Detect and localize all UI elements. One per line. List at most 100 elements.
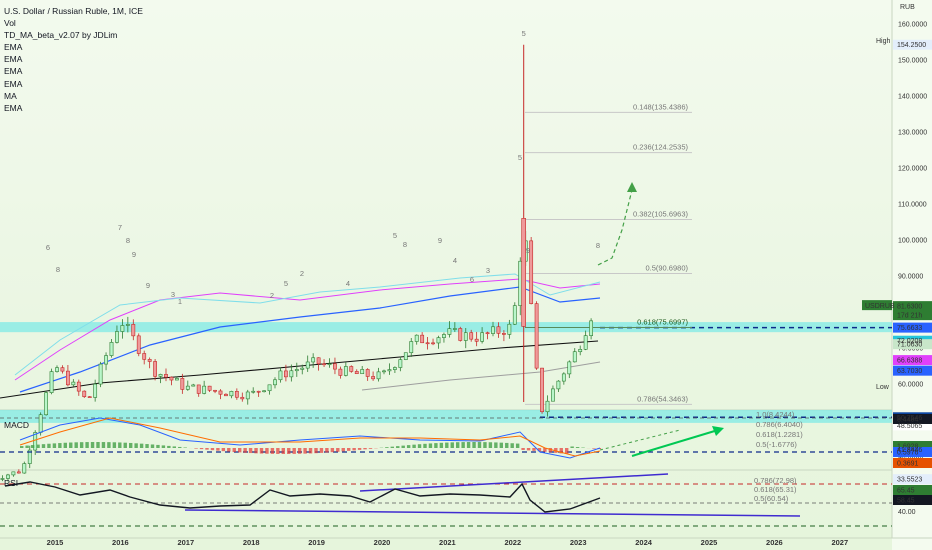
macd-bar (363, 448, 367, 450)
macd-bar (69, 442, 73, 448)
macd-bar (25, 445, 29, 448)
time-tick: 2023 (570, 538, 587, 547)
macd-bar (385, 447, 389, 448)
currency-label: RUB (900, 4, 915, 11)
macd-label[interactable]: MACD (4, 420, 30, 430)
indicator-ma[interactable]: MA (4, 90, 17, 101)
macd-bar (526, 448, 531, 451)
rsi-fib-label: 0.618(65.31) (754, 485, 797, 494)
indicator-ema-1[interactable]: EMA (4, 42, 23, 53)
candle-body (229, 391, 234, 397)
candle-body (409, 341, 414, 354)
symbol-title[interactable]: U.S. Dollar / Russian Ruble, 1M, ICE (4, 6, 143, 16)
rsi-fib-label: 0.5(60.54) (754, 494, 789, 503)
candle-body (104, 355, 108, 365)
high-value-tag-bg (893, 39, 932, 50)
macd-bar (352, 448, 356, 451)
macd-bar (118, 442, 122, 448)
candle-body (234, 391, 239, 398)
macd-tag-bg (893, 441, 932, 451)
macd-bar (96, 442, 100, 448)
candle-body (545, 400, 550, 413)
candle-body (578, 349, 583, 353)
rsi-tag: 65.45 (897, 488, 915, 495)
candle-body (534, 303, 539, 369)
candle-body (382, 370, 386, 373)
candle-body (207, 385, 212, 391)
candle-body (142, 353, 147, 360)
macd-bar (456, 442, 460, 448)
candle-body (185, 385, 190, 390)
fib-label: 0.5(90.6980) (645, 263, 688, 272)
macd-tag-bg (893, 458, 932, 468)
candle-body (420, 334, 425, 344)
macd-histogram (20, 442, 602, 454)
indicator-ema-3[interactable]: EMA (4, 66, 23, 77)
fib-label: 0.786(54.3463) (637, 394, 688, 403)
macd-bar (145, 444, 149, 448)
high-label: High (876, 38, 891, 45)
td-count-label: 6 (470, 275, 474, 284)
macd-bar (488, 442, 493, 448)
macd-bar (243, 448, 247, 453)
time-tick: 2024 (635, 538, 653, 547)
macd-bar (314, 448, 318, 454)
macd-bar (439, 442, 444, 448)
candle-body (512, 305, 517, 325)
candle-body (125, 324, 130, 326)
macd-bar (303, 448, 307, 454)
candle-body (442, 334, 446, 338)
candle-body (224, 393, 228, 397)
macd-bar (139, 443, 144, 448)
candle-body (338, 368, 343, 376)
candle-body (365, 369, 370, 377)
candle-body (316, 357, 321, 365)
macd-bar (434, 443, 438, 448)
macd-bar (276, 448, 280, 454)
macd-bar (466, 442, 471, 448)
indicator-td-ma[interactable]: TD_MA_beta_v2.07 by JDLim (4, 30, 118, 41)
macd-bar (194, 448, 198, 449)
rsi-label[interactable]: RSI (4, 478, 19, 488)
candle-body (180, 378, 185, 390)
rsi-trendline-bottom (184, 509, 801, 517)
macd-bar (445, 442, 449, 448)
time-tick: 2026 (766, 538, 783, 547)
candle-body (38, 414, 43, 433)
rsi-tag-bg (893, 485, 932, 495)
indicator-ema-5[interactable]: EMA (4, 102, 23, 113)
indicator-ema-4[interactable]: EMA (4, 78, 23, 89)
candle-body (398, 359, 403, 368)
candle-body (55, 367, 59, 372)
macd-bar (150, 444, 155, 448)
macd-signal-line (19, 417, 601, 457)
macd-bar (20, 446, 24, 448)
td-count-label: 1 (178, 297, 182, 306)
price-tick: 120.0000 (898, 166, 927, 173)
indicator-ema-2[interactable]: EMA (4, 54, 23, 65)
macd-bar (521, 448, 525, 450)
macd-bar (548, 448, 553, 453)
candle-body (147, 359, 152, 362)
candle-body (322, 363, 326, 366)
macd-bar (172, 446, 176, 448)
spike-candle (521, 218, 527, 327)
macd-fib-label: 0.618(1.2281) (756, 430, 803, 439)
macd-bar (494, 442, 498, 448)
candle-body (213, 389, 217, 392)
candle-body (109, 342, 114, 356)
indicator-vol[interactable]: Vol (4, 18, 16, 29)
candle-body (115, 331, 119, 343)
td-count-label: 8 (56, 265, 60, 274)
candle-body (561, 373, 566, 382)
macd-bar (390, 446, 394, 448)
time-tick: 2021 (439, 538, 456, 547)
candle-body (0, 478, 5, 480)
macd-bar (248, 448, 253, 454)
candle-body (300, 367, 305, 370)
macd-bar (90, 442, 95, 448)
projection-arrow (597, 189, 633, 266)
macd-arrow (631, 429, 719, 457)
candle-body (262, 390, 267, 393)
